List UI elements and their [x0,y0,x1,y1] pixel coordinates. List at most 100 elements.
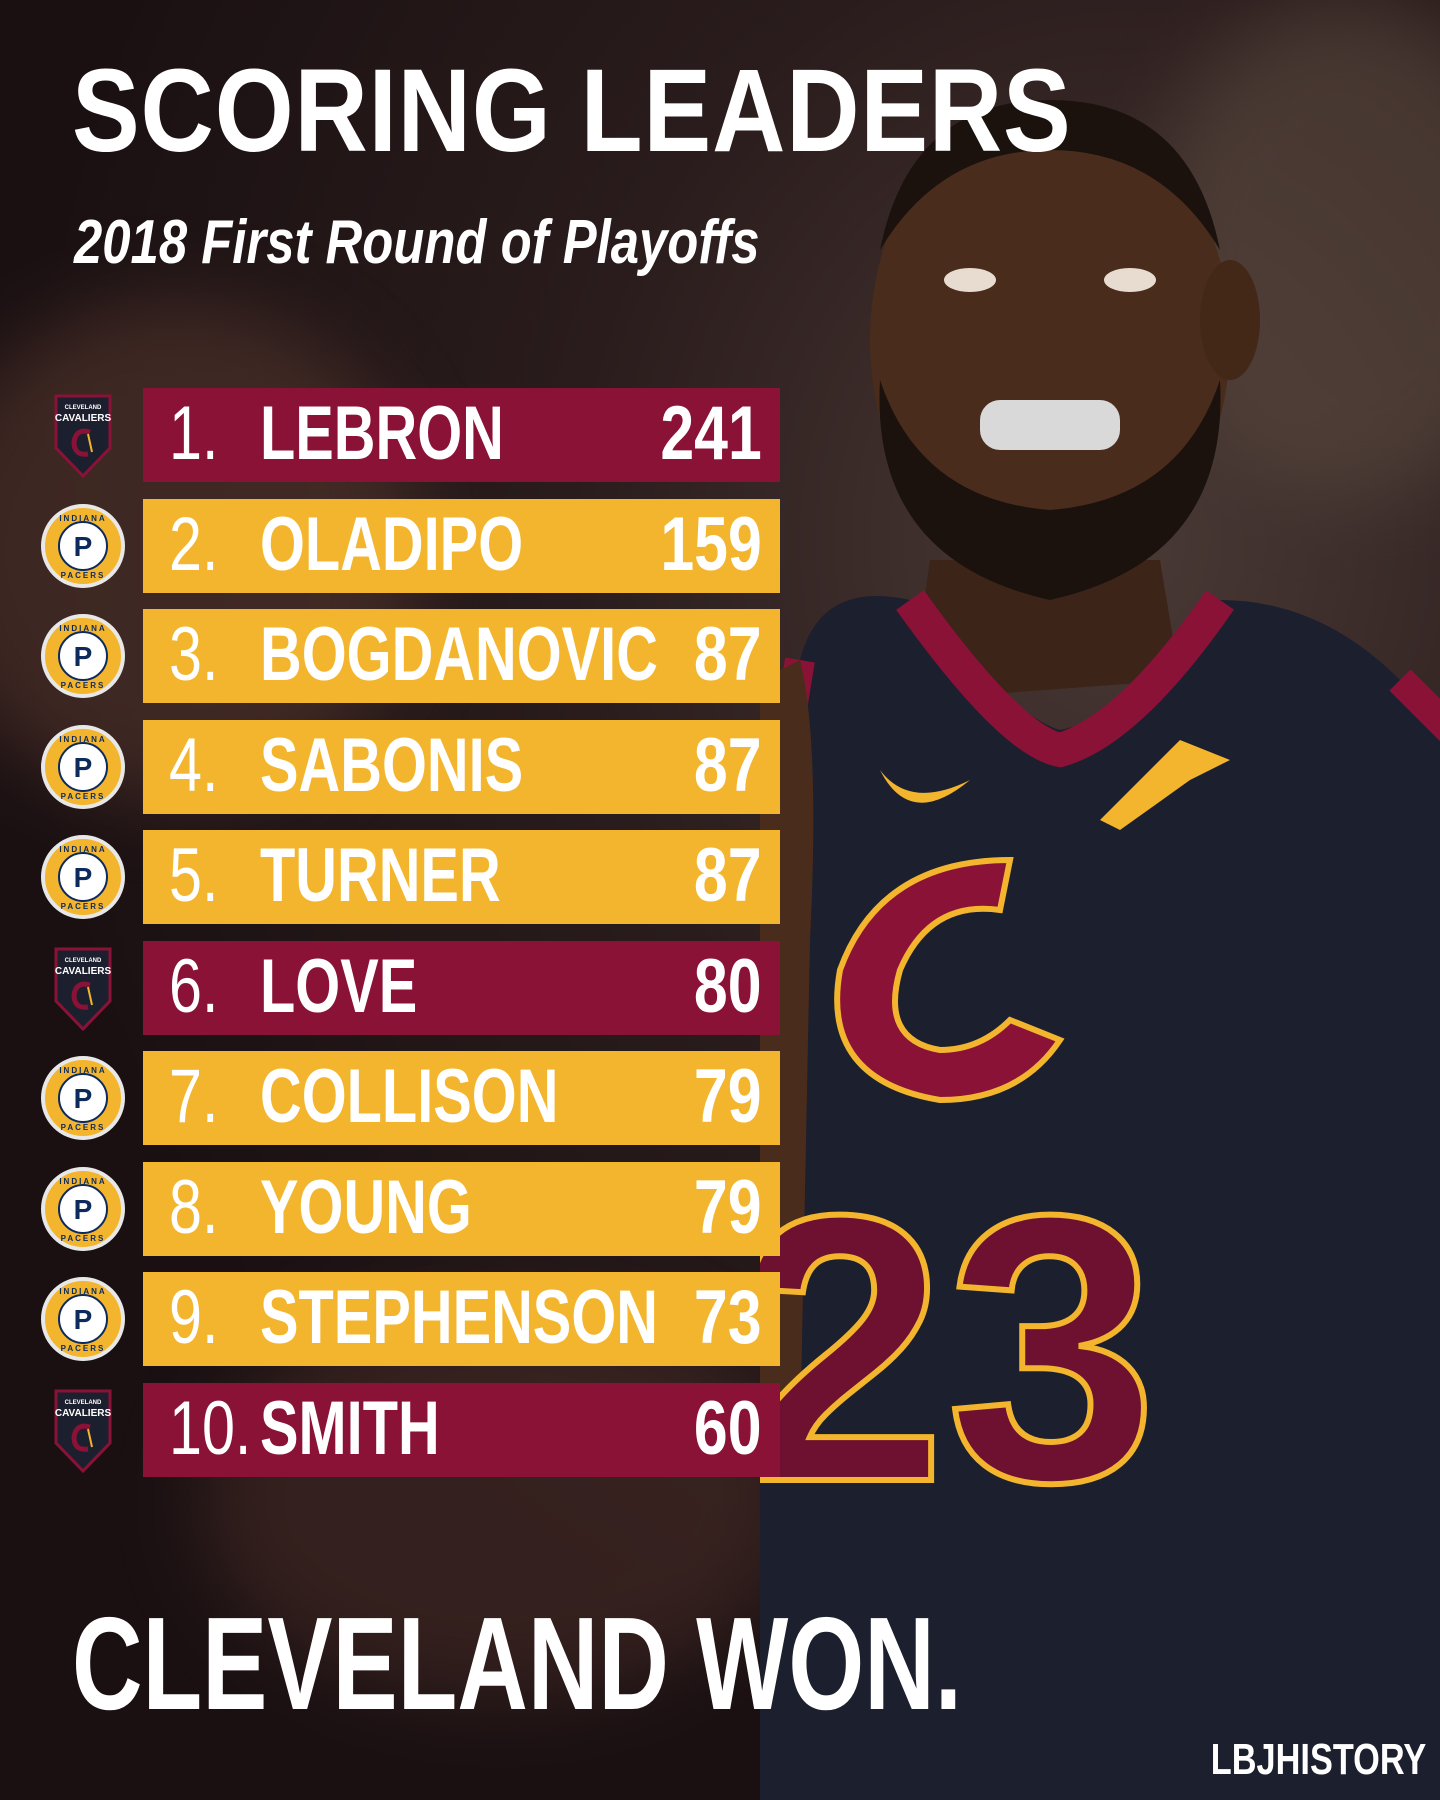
pacers-logo-icon: INDIANA PACERS P [41,1056,125,1140]
leader-rank: 7. [169,1054,219,1139]
leader-bar: 4. SABONIS 87 [143,719,780,814]
svg-text:INDIANA: INDIANA [59,624,106,633]
pacers-logo-icon: INDIANA PACERS P [36,1276,130,1362]
svg-text:INDIANA: INDIANA [59,1177,106,1186]
svg-text:P: P [74,1083,93,1114]
leader-row: CLEVELAND CAVALIERS 10. SMITH 60 [0,1382,790,1477]
leader-name: OLADIPO [260,501,524,587]
poster-title: SCORING LEADERS [72,45,1072,177]
leader-points: 87 [694,722,762,808]
leader-name: SMITH [260,1385,440,1471]
leader-name: LEBRON [260,391,504,476]
leader-name: STEPHENSON [260,1275,658,1360]
svg-text:PACERS: PACERS [61,571,106,580]
leader-bar: 6. LOVE 80 [143,940,780,1035]
svg-text:CAVALIERS: CAVALIERS [55,1408,112,1419]
svg-text:INDIANA: INDIANA [59,735,106,744]
leader-row: INDIANA PACERS P 2. OLADIPO 159 [0,498,790,593]
svg-text:PACERS: PACERS [61,1234,106,1243]
svg-text:INDIANA: INDIANA [59,1287,106,1296]
leader-points: 159 [660,501,762,587]
leader-rank: 6. [169,943,219,1029]
pacers-logo-icon: INDIANA PACERS P [36,1166,130,1252]
pacers-logo-icon: INDIANA PACERS P [36,834,130,920]
svg-text:CLEVELAND: CLEVELAND [65,405,102,411]
leader-row: INDIANA PACERS P 9. STEPHENSON 73 [0,1272,790,1366]
leader-bar: 10. SMITH 60 [143,1382,780,1477]
pacers-logo-icon: INDIANA PACERS P [41,1277,125,1361]
player-photo: 23 [760,100,1440,1800]
leader-row: INDIANA PACERS P 5. TURNER 87 [0,830,790,924]
footer-headline: CLEVELAND WON. [72,1590,962,1737]
svg-text:INDIANA: INDIANA [59,1066,106,1075]
leader-rank: 5. [169,833,219,918]
leader-name: BOGDANOVIC [260,612,658,697]
leader-bar: 9. STEPHENSON 73 [143,1272,780,1366]
leader-bar: 2. OLADIPO 159 [143,498,780,593]
cavaliers-logo-icon: CLEVELAND CAVALIERS [36,392,130,478]
svg-text:PACERS: PACERS [61,902,106,911]
leader-points: 241 [660,391,762,476]
leader-points: 79 [694,1054,762,1139]
leader-points: 87 [694,833,762,918]
leader-rank: 3. [169,612,219,697]
cavaliers-logo-icon: CLEVELAND CAVALIERS [54,1389,112,1473]
leader-row: CLEVELAND CAVALIERS 1. LEBRON 241 [0,388,790,482]
background-blur [200,1300,800,1700]
svg-text:CAVALIERS: CAVALIERS [55,966,112,977]
leader-bar: 3. BOGDANOVIC 87 [143,609,780,703]
svg-text:P: P [74,1194,93,1225]
leader-row: INDIANA PACERS P 4. SABONIS 87 [0,719,790,814]
leader-points: 60 [694,1385,762,1471]
leader-name: SABONIS [260,722,524,808]
svg-text:P: P [74,862,93,893]
leader-points: 73 [694,1275,762,1360]
leader-name: COLLISON [260,1054,559,1139]
pacers-logo-icon: INDIANA PACERS P [41,835,125,919]
leader-rank: 10. [169,1385,252,1471]
cavaliers-logo-icon: CLEVELAND CAVALIERS [36,945,130,1031]
leader-points: 87 [694,612,762,697]
jersey-number: 23 [760,1136,1158,1561]
cavaliers-logo-icon: CLEVELAND CAVALIERS [36,1387,130,1473]
leader-bar: 5. TURNER 87 [143,830,780,924]
svg-text:P: P [74,531,93,562]
leader-rank: 8. [169,1164,219,1250]
leader-bar: 1. LEBRON 241 [143,388,780,482]
credit-watermark: LBJHISTORY [1210,1735,1426,1784]
svg-text:PACERS: PACERS [61,792,106,801]
leader-bar: 8. YOUNG 79 [143,1161,780,1256]
leader-rank: 4. [169,722,219,808]
leader-rank: 1. [169,391,219,476]
leader-row: INDIANA PACERS P 7. COLLISON 79 [0,1051,790,1145]
leader-row: INDIANA PACERS P 8. YOUNG 79 [0,1161,790,1256]
leader-name: LOVE [260,943,418,1029]
leader-row: CLEVELAND CAVALIERS 6. LOVE 80 [0,940,790,1035]
poster-subtitle: 2018 First Round of Playoffs [74,208,760,277]
pacers-logo-icon: INDIANA PACERS P [41,503,125,588]
svg-text:PACERS: PACERS [61,1123,106,1132]
leader-row: INDIANA PACERS P 3. BOGDANOVIC 87 [0,609,790,703]
cavaliers-logo-icon: CLEVELAND CAVALIERS [54,947,112,1031]
pacers-logo-icon: INDIANA PACERS P [41,614,125,698]
svg-text:P: P [74,752,93,783]
leader-points: 79 [694,1164,762,1250]
svg-text:CLEVELAND: CLEVELAND [65,958,102,964]
leader-name: YOUNG [260,1164,472,1250]
leader-rank: 2. [169,501,219,587]
svg-text:P: P [74,1304,93,1335]
cavaliers-logo-icon: CLEVELAND CAVALIERS [54,394,112,478]
pacers-logo-icon: INDIANA PACERS P [41,724,125,809]
leader-rank: 9. [169,1275,219,1360]
pacers-logo-icon: INDIANA PACERS P [36,724,130,810]
pacers-logo-icon: INDIANA PACERS P [41,1166,125,1251]
svg-text:P: P [74,641,93,672]
svg-text:INDIANA: INDIANA [59,514,106,523]
leader-name: TURNER [260,833,501,918]
svg-text:INDIANA: INDIANA [59,845,106,854]
pacers-logo-icon: INDIANA PACERS P [36,503,130,589]
svg-text:CLEVELAND: CLEVELAND [65,1400,102,1406]
svg-text:PACERS: PACERS [61,681,106,690]
pacers-logo-icon: INDIANA PACERS P [36,613,130,699]
